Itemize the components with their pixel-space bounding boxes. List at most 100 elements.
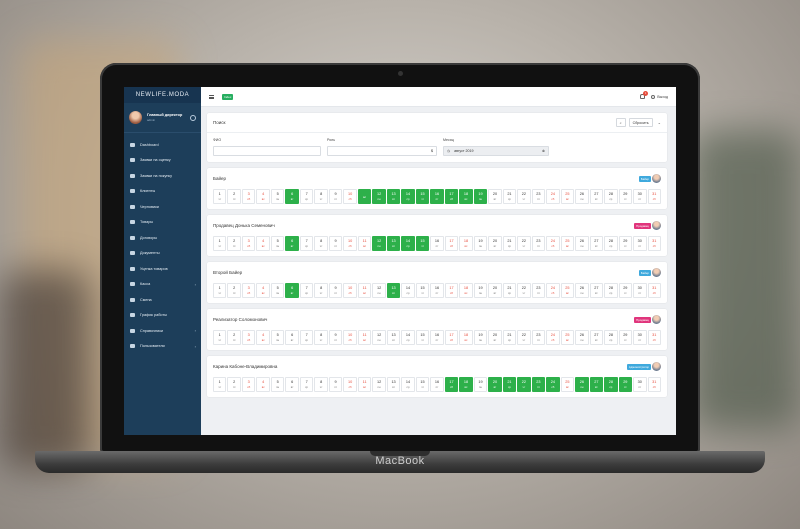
day-cell[interactable]: 8 чт: [314, 283, 328, 298]
day-cell[interactable]: 12 пн: [372, 236, 386, 251]
sidebar-item[interactable]: Товары: [124, 215, 201, 231]
sidebar-item[interactable]: Договоры: [124, 230, 201, 246]
sidebar-item[interactable]: Черновики: [124, 199, 201, 215]
day-cell[interactable]: 3 сб: [241, 377, 256, 392]
day-cell[interactable]: 16 пт: [430, 330, 444, 345]
day-cell[interactable]: 31 сб: [647, 377, 662, 392]
day-cell[interactable]: 27 вт: [589, 189, 604, 204]
day-cell[interactable]: 17 сб: [444, 236, 459, 251]
sidebar-item[interactable]: Клиенты: [124, 184, 201, 200]
day-cell[interactable]: 19 пн: [473, 377, 488, 392]
day-cell[interactable]: 29 чт: [618, 330, 633, 345]
day-cell[interactable]: 20 вт: [488, 377, 502, 392]
day-cell[interactable]: 6 вт: [285, 189, 299, 204]
day-cell[interactable]: 3 сб: [241, 330, 256, 345]
logout-button[interactable]: Выход: [651, 94, 668, 99]
day-cell[interactable]: 22 чт: [517, 377, 531, 392]
day-cell[interactable]: 19 пн: [473, 330, 488, 345]
day-cell[interactable]: 28 ср: [604, 377, 618, 392]
day-cell[interactable]: 28 ср: [604, 236, 618, 251]
day-cell[interactable]: 14 ср: [401, 377, 415, 392]
sidebar-item[interactable]: Касса ›: [124, 277, 201, 293]
day-cell[interactable]: 28 ср: [604, 283, 618, 298]
day-cell[interactable]: 3 сб: [241, 189, 256, 204]
day-cell[interactable]: 21 ср: [502, 236, 517, 251]
day-cell[interactable]: 3 сб: [241, 236, 256, 251]
sidebar-item[interactable]: Смена: [124, 292, 201, 308]
day-cell[interactable]: 20 вт: [488, 236, 502, 251]
sidebar-item[interactable]: График работы: [124, 308, 201, 324]
day-cell[interactable]: 5 пн: [270, 283, 285, 298]
day-cell[interactable]: 20 вт: [488, 189, 502, 204]
day-cell[interactable]: 16 пт: [430, 236, 444, 251]
day-cell[interactable]: 24 сб: [546, 377, 560, 392]
day-cell[interactable]: 18 вс: [459, 236, 473, 251]
day-cell[interactable]: 27 вт: [589, 236, 604, 251]
day-cell[interactable]: 23 пт: [531, 236, 546, 251]
day-cell[interactable]: 1 чт: [213, 330, 227, 345]
day-cell[interactable]: 5 пн: [270, 189, 285, 204]
day-cell[interactable]: 8 чт: [314, 377, 328, 392]
day-cell[interactable]: 10 сб: [343, 330, 357, 345]
day-cell[interactable]: 9 пт: [328, 283, 343, 298]
day-cell[interactable]: 26 пн: [575, 330, 589, 345]
day-cell[interactable]: 21 ср: [502, 283, 517, 298]
day-cell[interactable]: 15 чт: [415, 189, 430, 204]
day-cell[interactable]: 26 пн: [575, 283, 589, 298]
day-cell[interactable]: 25 вс: [560, 189, 575, 204]
clear-icon[interactable]: ⊗: [541, 149, 545, 153]
day-cell[interactable]: вс: [357, 189, 372, 204]
day-cell[interactable]: 21 ср: [502, 189, 517, 204]
avatar[interactable]: [129, 111, 142, 124]
day-cell[interactable]: 14 ср: [401, 236, 415, 251]
day-cell[interactable]: 4 вс: [256, 189, 270, 204]
day-cell[interactable]: 11 вс: [357, 283, 372, 298]
role-select[interactable]: $: [327, 146, 437, 156]
day-cell[interactable]: 28 ср: [604, 189, 618, 204]
employee-name[interactable]: Второй Байер: [213, 270, 243, 275]
day-cell[interactable]: 23 пт: [531, 330, 546, 345]
day-cell[interactable]: 13 вт: [386, 377, 401, 392]
day-cell[interactable]: 4 вс: [256, 377, 270, 392]
sidebar-item[interactable]: Заявки на оценку: [124, 153, 201, 169]
day-cell[interactable]: 8 чт: [314, 236, 328, 251]
month-picker[interactable]: ◷ август 2019 ⊗: [443, 146, 549, 156]
day-cell[interactable]: 9 пт: [328, 236, 343, 251]
sidebar-item[interactable]: Справочники ›: [124, 323, 201, 339]
day-cell[interactable]: 1 чт: [213, 283, 227, 298]
search-button[interactable]: ⌕: [615, 118, 626, 127]
day-cell[interactable]: 14 ср: [401, 283, 415, 298]
gear-icon[interactable]: [190, 114, 196, 121]
day-cell[interactable]: 7 ср: [299, 283, 314, 298]
day-cell[interactable]: 11 вс: [357, 236, 372, 251]
day-cell[interactable]: 10 сб: [343, 283, 357, 298]
employee-name[interactable]: Реализатор Соломонович: [213, 317, 268, 322]
sidebar-item[interactable]: Документы: [124, 246, 201, 262]
day-cell[interactable]: 5 пн: [270, 236, 285, 251]
day-cell[interactable]: 20 вт: [488, 330, 502, 345]
day-cell[interactable]: 16 пт: [430, 377, 444, 392]
day-cell[interactable]: 12 пн: [372, 330, 386, 345]
day-cell[interactable]: 6 вт: [285, 236, 299, 251]
reset-button[interactable]: Сбросить: [628, 118, 653, 127]
day-cell[interactable]: 16 пт: [430, 189, 444, 204]
day-cell[interactable]: 26 пн: [575, 236, 589, 251]
day-cell[interactable]: 22 чт: [517, 283, 531, 298]
day-cell[interactable]: 27 вт: [589, 330, 604, 345]
day-cell[interactable]: 10 сб: [343, 377, 357, 392]
sidebar-item[interactable]: Уценка товаров: [124, 261, 201, 277]
day-cell[interactable]: 25 вс: [560, 330, 575, 345]
day-cell[interactable]: 15 чт: [415, 283, 430, 298]
day-cell[interactable]: 31 сб: [647, 236, 662, 251]
day-cell[interactable]: 17 сб: [444, 330, 459, 345]
day-cell[interactable]: 13 вт: [386, 189, 401, 204]
day-cell[interactable]: 29 чт: [618, 236, 633, 251]
day-cell[interactable]: 13 вт: [386, 330, 401, 345]
day-cell[interactable]: 25 вс: [560, 236, 575, 251]
day-cell[interactable]: 21 ср: [502, 377, 517, 392]
day-cell[interactable]: 29 чт: [618, 283, 633, 298]
day-cell[interactable]: 14 ср: [401, 330, 415, 345]
day-cell[interactable]: 25 вс: [560, 377, 575, 392]
day-cell[interactable]: 30 пт: [633, 189, 647, 204]
day-cell[interactable]: 17 сб: [444, 283, 459, 298]
